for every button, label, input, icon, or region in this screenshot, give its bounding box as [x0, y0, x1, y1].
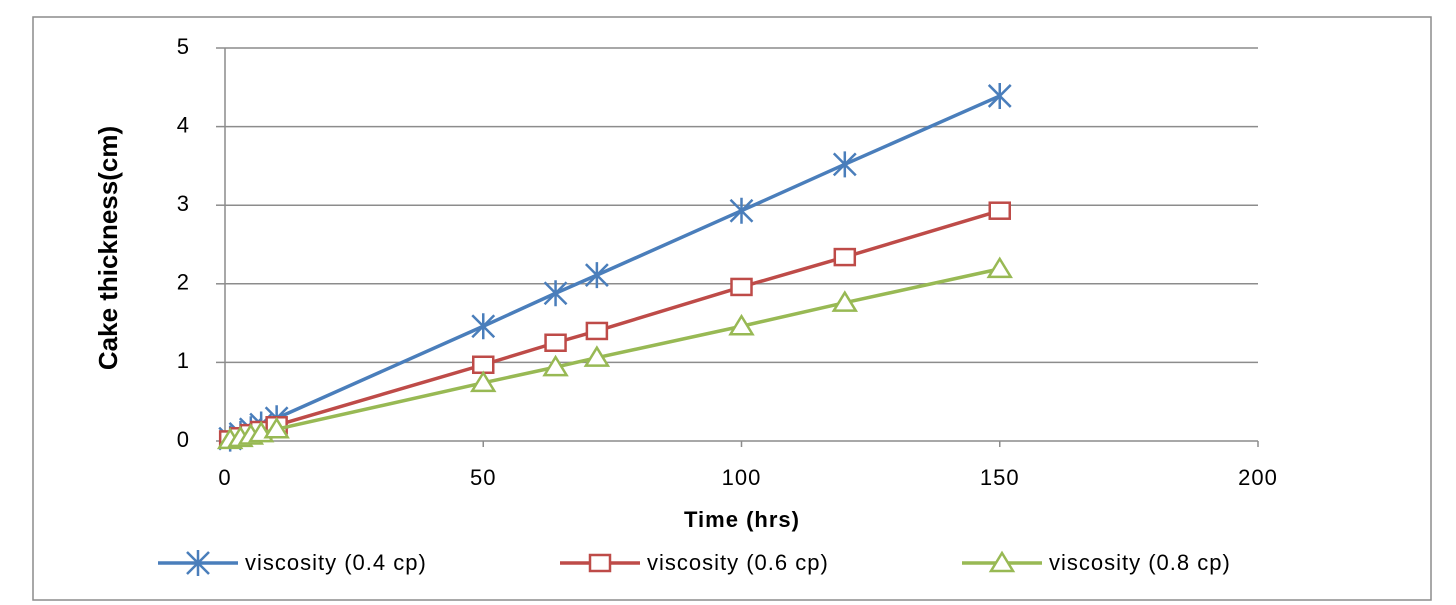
y-tick-label: 3 — [177, 191, 190, 216]
y-tick-label: 1 — [177, 348, 190, 373]
x-tick-label: 200 — [1238, 465, 1278, 490]
legend-marker — [588, 553, 612, 573]
data-point — [831, 290, 859, 312]
legend-marker — [186, 550, 210, 576]
data-point — [470, 370, 497, 393]
y-tick-label: 5 — [177, 34, 190, 59]
y-tick-label: 2 — [177, 270, 190, 295]
y-tick-label: 4 — [177, 112, 190, 137]
x-tick-label: 0 — [218, 465, 231, 490]
legend-label: viscosity (0.6 cp) — [647, 550, 829, 575]
y-axis-title: Cake thickness(cm) — [93, 126, 123, 370]
data-point — [471, 313, 496, 340]
x-axis-title: Time (hrs) — [684, 507, 800, 532]
x-tick-label: 50 — [470, 465, 496, 490]
data-point — [728, 313, 755, 336]
legend-label: viscosity (0.8 cp) — [1049, 550, 1231, 575]
data-point — [585, 321, 609, 341]
chart-frame — [32, 16, 1432, 601]
x-tick-label: 150 — [980, 465, 1020, 490]
data-point — [263, 416, 290, 439]
data-point — [472, 355, 495, 375]
y-tick-label: 0 — [177, 427, 190, 452]
data-point — [833, 247, 857, 267]
data-point — [729, 197, 754, 224]
data-point — [832, 151, 857, 178]
data-point — [542, 354, 569, 377]
data-point — [730, 277, 753, 297]
x-tick-label: 100 — [722, 465, 762, 490]
legend-marker — [988, 550, 1016, 573]
data-point — [543, 280, 568, 307]
data-point — [584, 262, 609, 289]
data-point — [544, 333, 567, 352]
data-point — [583, 345, 611, 367]
data-point — [987, 82, 1012, 109]
legend-label: viscosity (0.4 cp) — [245, 550, 427, 575]
data-point — [988, 201, 1011, 220]
data-point — [986, 256, 1013, 279]
